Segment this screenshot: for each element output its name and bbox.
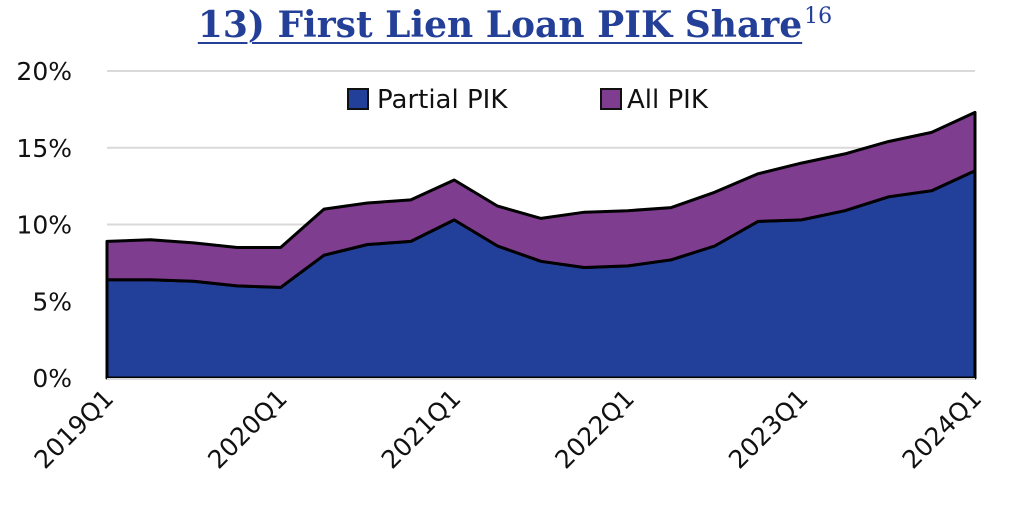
- legend-label-all-pik: All PIK: [627, 85, 709, 115]
- y-tick-label: 0%: [32, 364, 72, 393]
- legend: Partial PIK All PIK: [347, 85, 709, 115]
- x-tick-label: 2019Q1: [29, 384, 120, 475]
- y-tick-label: 5%: [32, 287, 72, 316]
- x-tick-label: 2020Q1: [202, 384, 293, 475]
- legend-swatch-partial-pik: [347, 88, 369, 110]
- footnote-marker: 16: [804, 4, 833, 29]
- y-tick-label: 20%: [16, 57, 72, 86]
- plot-areas: [105, 110, 977, 380]
- y-axis: 0% 5% 10% 15% 20%: [16, 57, 72, 393]
- area-all-pik: [105, 110, 977, 289]
- x-tick-label: 2021Q1: [376, 384, 467, 475]
- y-tick-label: 15%: [16, 134, 72, 163]
- x-tick-label: 2022Q1: [549, 384, 640, 475]
- x-tick-label: 2023Q1: [723, 384, 814, 475]
- legend-swatch-all-pik: [600, 88, 622, 110]
- legend-label-partial-pik: Partial PIK: [377, 85, 508, 115]
- x-axis: 2019Q1 2020Q1 2021Q1 2022Q1 2023Q1 2024Q1: [29, 384, 988, 475]
- y-tick-label: 10%: [16, 211, 72, 240]
- x-tick-label: 2024Q1: [897, 384, 988, 475]
- chart-title-text: 13) First Lien Loan PIK Share: [197, 4, 803, 46]
- chart-title: 13) First Lien Loan PIK Share16: [0, 4, 1030, 46]
